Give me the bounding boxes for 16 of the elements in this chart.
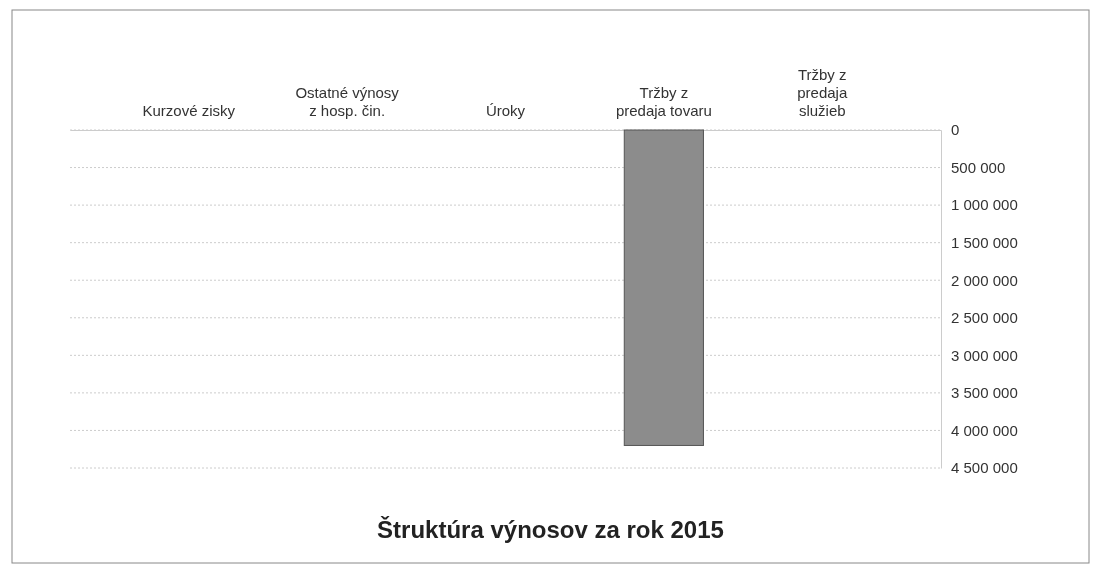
y-tick-label: 1 500 000: [951, 233, 1018, 251]
y-tick-label: 3 500 000: [951, 384, 1018, 402]
x-tick-label: Kurzové zisky: [142, 102, 236, 119]
y-tick-label: 4 000 000: [951, 421, 1018, 439]
y-tick-label: 2 000 000: [951, 271, 1018, 289]
y-tick-label: 1 000 000: [951, 196, 1018, 214]
y-tick-label: 500 000: [951, 158, 1006, 176]
x-tick-label: Tržby z predaja tovaru: [615, 84, 712, 119]
x-tick-label: Úroky: [485, 102, 526, 119]
y-tick-label: 2 500 000: [951, 309, 1018, 327]
x-tick-label: Tržby z predaja služieb: [797, 66, 848, 119]
y-tick-label: 3 000 000: [951, 346, 1018, 364]
y-tick-label: 0: [951, 121, 960, 139]
text: Štruktúra výnosov za rok 2015: [377, 516, 724, 543]
y-tick-label: 4 500 000: [951, 459, 1018, 477]
x-tick-label: Ostatné výnosy z hosp. čin.: [295, 84, 400, 119]
